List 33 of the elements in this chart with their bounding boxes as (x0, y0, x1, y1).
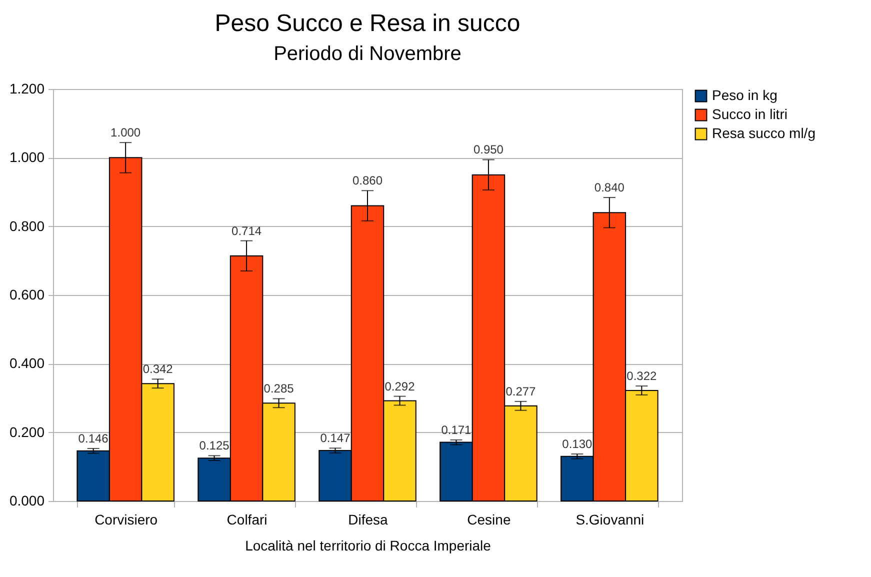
y-tick-label: 0.600 (9, 286, 45, 302)
x-tick-label: Corvisiero (94, 512, 158, 528)
data-label: 0.342 (142, 362, 174, 376)
legend-label: Peso in kg (712, 87, 778, 103)
data-label: 0.714 (232, 224, 262, 238)
legend-label: Succo in litri (712, 106, 788, 122)
data-label: 0.147 (320, 431, 351, 446)
data-label: 0.950 (473, 142, 504, 157)
data-label: 0.277 (506, 384, 536, 398)
data-label: 0.840 (594, 180, 625, 194)
data-label: 0.125 (199, 438, 230, 453)
y-tick-label: 0.400 (9, 355, 45, 372)
y-tick-label: 0.000 (9, 492, 45, 508)
data-label: 0.171 (441, 422, 472, 437)
y-tick-label: 0.200 (9, 424, 45, 440)
y-tick-label: 0.800 (9, 218, 45, 234)
data-label: 0.285 (264, 382, 294, 396)
x-tick-label: S.Giovanni (576, 512, 644, 528)
data-label: 0.146 (78, 431, 109, 446)
x-tick-label: Difesa (348, 512, 388, 528)
chart-title: Peso Succo e Resa in succo (214, 10, 520, 37)
y-tick-label: 1.200 (9, 80, 45, 96)
x-tick-label: Cesine (467, 512, 511, 528)
data-label: 0.130 (562, 436, 593, 451)
y-tick-label: 1.000 (9, 149, 45, 166)
x-tick-label: Colfari (226, 512, 268, 528)
legend-label: Resa succo ml/g (712, 125, 816, 141)
chart-subtitle: Periodo di Novembre (274, 43, 462, 65)
x-axis-title: Località nel territorio di Rocca Imperiale (245, 538, 492, 554)
data-label: 0.322 (626, 368, 658, 383)
data-label: 0.292 (384, 379, 416, 394)
data-label: 1.000 (110, 126, 141, 140)
data-label: 0.860 (352, 174, 383, 188)
